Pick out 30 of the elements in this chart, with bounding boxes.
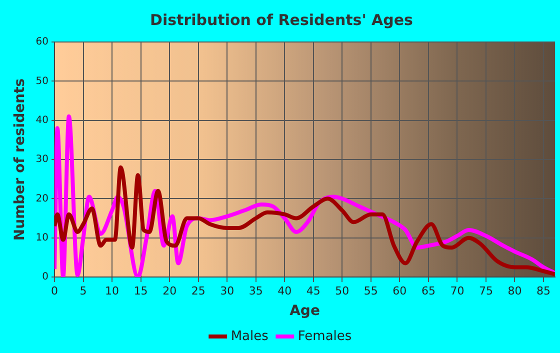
x-tick-label: 80 — [508, 284, 522, 298]
x-tick-label: 10 — [105, 284, 120, 298]
x-axis-title: Age — [290, 303, 320, 320]
x-tick-label: 5 — [80, 284, 87, 298]
y-tick-label: 50 — [36, 76, 49, 87]
y-axis-title: Number of residents — [12, 78, 28, 241]
x-tick-label: 40 — [278, 284, 292, 298]
x-tick-label: 25 — [191, 284, 206, 298]
x-tick-label: 60 — [392, 284, 407, 298]
y-tick-label: 30 — [36, 154, 49, 166]
y-tick-label: 0 — [42, 272, 49, 283]
x-tick-label: 70 — [450, 284, 464, 298]
y-tick-label: 20 — [36, 193, 49, 204]
x-tick-label: 50 — [335, 284, 350, 298]
x-tick-label: 85 — [536, 284, 550, 298]
x-tick-label: 55 — [364, 284, 378, 298]
y-tick-label: 10 — [36, 232, 49, 244]
y-tick-label: 40 — [36, 114, 49, 126]
x-tick-label: 75 — [478, 284, 493, 298]
x-tick-label: 30 — [220, 284, 234, 298]
y-tick-label: 60 — [36, 36, 49, 48]
x-tick-label: 15 — [134, 284, 148, 298]
x-tick-label: 0 — [51, 284, 58, 298]
legend-label: Females — [298, 328, 352, 344]
x-tick-label: 45 — [306, 284, 320, 298]
legend-label: Males — [230, 328, 269, 344]
chart-title: Distribution of Residents' Ages — [150, 10, 414, 29]
x-tick-label: 65 — [421, 284, 436, 298]
x-tick-label: 20 — [162, 284, 177, 298]
x-tick-label: 35 — [248, 284, 263, 298]
